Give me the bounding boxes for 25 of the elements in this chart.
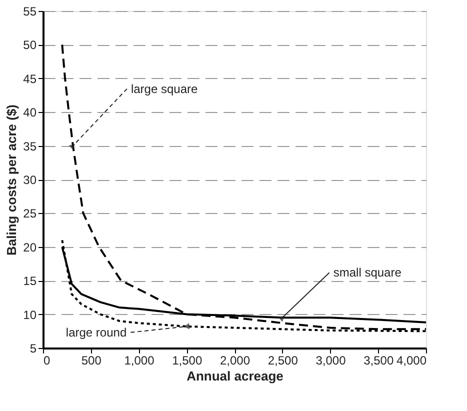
y-tick-label: 35 <box>23 139 37 154</box>
y-tick-label: 50 <box>23 38 37 52</box>
x-tick-label: 2,500 <box>268 354 298 368</box>
x-tick-label: 4,000 <box>396 354 427 368</box>
x-tick-label: 2,000 <box>220 354 250 368</box>
text: small square <box>333 266 402 280</box>
y-tick-label: 45 <box>23 72 37 86</box>
y-tick-label: 5 <box>30 342 37 356</box>
y-tick-label: 10 <box>23 308 37 322</box>
x-tick-label: 0 <box>44 354 50 368</box>
x-axis-title: Annual acreage <box>186 368 284 384</box>
y-tick-label: 30 <box>23 173 37 187</box>
x-tick-label: 3,500 <box>364 354 394 368</box>
y-axis-title: Baling costs per acre ($) <box>4 104 20 256</box>
y-tick-label: 40 <box>23 106 37 120</box>
y-tick-label: 55 <box>23 4 37 18</box>
legend-label: large round <box>66 325 127 340</box>
text: large square <box>130 82 198 96</box>
y-tick-label: 25 <box>23 206 37 221</box>
y-tick-label: 20 <box>23 240 37 254</box>
x-tick-label: 1,500 <box>172 354 202 368</box>
x-tick-label: 500 <box>81 354 102 368</box>
x-tick-label: 3,000 <box>316 354 346 368</box>
x-tick-label: 1,000 <box>124 354 155 368</box>
y-tick-label: 15 <box>23 274 37 288</box>
